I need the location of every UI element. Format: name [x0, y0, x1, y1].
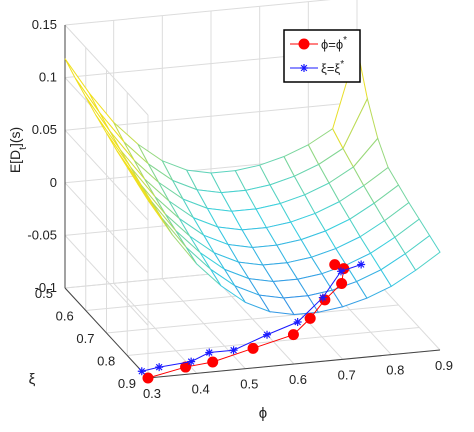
z-tick-label: -0.05: [27, 227, 57, 242]
z-tick-label: 0.15: [32, 17, 57, 32]
marker: [263, 330, 272, 339]
surface-cell: [404, 234, 441, 272]
series-line: [147, 264, 345, 379]
marker: [137, 367, 146, 376]
wall-grid-line: [64, 0, 331, 26]
z-tick-label: 0.1: [39, 70, 57, 85]
z-label-sub: t: [18, 147, 29, 150]
y-tick-label: 0.6: [56, 309, 74, 324]
marker: [205, 348, 214, 357]
x-tick-label: 0.5: [240, 377, 258, 392]
z-label-part: ](s): [7, 127, 23, 147]
marker: [187, 357, 196, 366]
legend-label: ϕ=ϕ*: [321, 35, 347, 52]
axis-line: [147, 349, 441, 379]
legend-label-part: ξ=ξ: [321, 61, 340, 76]
series-line: [141, 264, 362, 372]
x-tick-label: 0.7: [338, 367, 356, 382]
marker: [229, 346, 238, 355]
legend-box: [283, 29, 361, 83]
z-tick-label: 0.05: [32, 122, 57, 137]
wall-grid-line: [64, 24, 149, 116]
z-axis-label: E[Dt](s): [7, 127, 29, 173]
legend-label-part: ϕ=ϕ: [321, 37, 343, 52]
wall-grid-line: [64, 235, 149, 326]
x-tick-label: 0.6: [289, 372, 307, 387]
marker: [142, 372, 154, 384]
x-tick-label: 0.8: [386, 363, 404, 378]
marker: [304, 312, 316, 324]
marker: [357, 260, 366, 269]
x-axis-label: ϕ: [259, 405, 267, 422]
wall-grid-line: [64, 129, 149, 221]
x-tick-label: 0.9: [435, 358, 453, 373]
y-tick-label: 0.9: [118, 376, 136, 391]
marker: [298, 38, 310, 50]
marker: [287, 329, 299, 341]
y-tick-label: 0.8: [97, 354, 115, 369]
axis-line: [64, 287, 149, 379]
y-tick-label: 0.5: [35, 286, 53, 301]
z-tick-label: -0.1: [35, 280, 57, 295]
marker: [293, 318, 302, 327]
wall-grid-line: [64, 182, 149, 274]
y-tick-label: 0.7: [76, 331, 94, 346]
x-tick-label: 0.4: [192, 381, 210, 396]
z-label-part: E[D: [7, 150, 23, 173]
legend-label: ξ=ξ*: [321, 59, 344, 76]
legend-label-sup: *: [340, 59, 344, 70]
marker: [155, 363, 164, 372]
marker: [318, 293, 327, 302]
marker: [300, 64, 308, 72]
floor-grid-line: [106, 304, 399, 334]
z-tick-label: 0: [50, 175, 57, 190]
legend-label-sup: *: [343, 35, 347, 46]
marker: [336, 278, 348, 290]
x-tick-label: 0.3: [143, 386, 161, 401]
marker: [247, 342, 259, 354]
marker: [207, 356, 219, 368]
marker: [336, 267, 345, 276]
y-axis-label: ξ: [29, 371, 36, 388]
marker: [180, 361, 192, 373]
marker: [329, 259, 341, 271]
